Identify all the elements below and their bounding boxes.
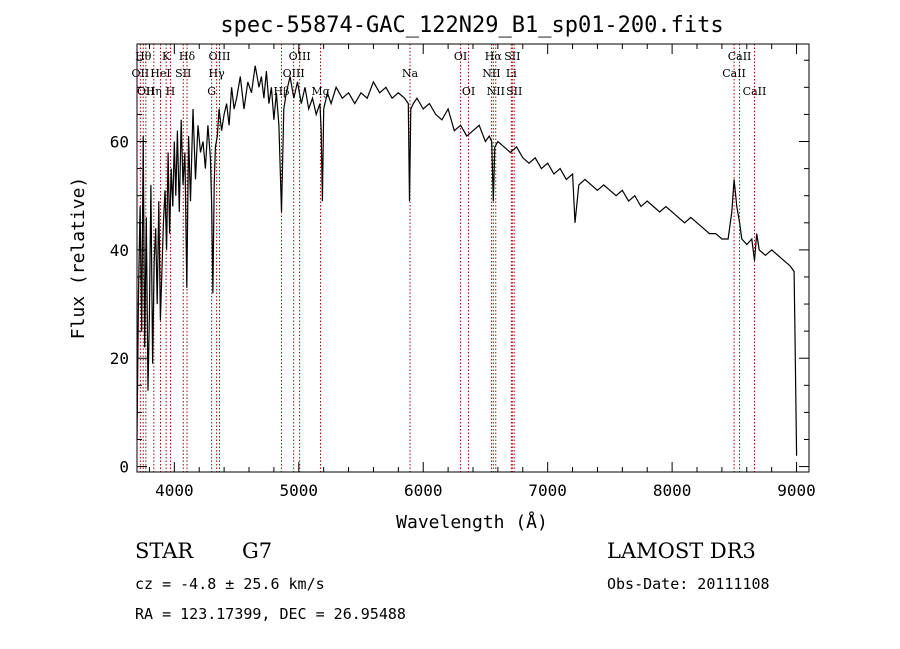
line-label-5: OI [454,50,467,63]
flux-series-line [136,65,798,456]
x-tick-label-5: 9000 [777,481,816,500]
line-label-19: Hη [146,85,162,98]
line-label-13: OIII [283,67,305,80]
line-label-21: G [207,85,216,98]
line-label-15: NII [482,67,500,80]
y-tick-label-0: 0 [119,458,129,477]
x-axis-ticks: 4000 5000 6000 7000 8000 9000 [148,44,816,500]
line-label-18: OII [137,85,155,98]
x-tick-label-1: 5000 [280,481,319,500]
line-label-23: Mg [311,85,329,98]
obs-date: Obs-Date: 20111108 [607,575,770,593]
line-label-17: CaII [722,67,746,80]
line-label-16: Li [506,67,517,80]
line-label-20: H [166,85,176,98]
line-label-11: SII [175,67,191,80]
line-label-12: Hγ [209,67,226,80]
chart-title: spec-55874-GAC_122N29_B1_sp01-200.fits [220,13,723,38]
line-label-3: OIII [208,50,230,63]
coordinates: RA = 123.17399, DEC = 26.95488 [135,605,406,623]
y-tick-label-1: 20 [110,349,129,368]
line-label-8: CaII [728,50,752,63]
line-label-0: Hθ [135,50,152,63]
x-tick-label-2: 6000 [404,481,443,500]
line-label-6: Hα [485,50,503,63]
y-tick-label-3: 60 [110,133,129,152]
line-label-25: NII [487,85,505,98]
line-label-26: SII [506,85,522,98]
object-subclass: G7 [242,539,273,563]
line-label-1: K [162,50,171,63]
emission-line-markers [139,44,755,472]
survey-name: LAMOST DR3 [607,539,756,563]
line-label-10: HeI [150,67,170,80]
x-tick-label-4: 8000 [653,481,692,500]
y-axis-label: Flux (relative) [68,177,89,340]
redshift-readout: cz = -4.8 ± 25.6 km/s [135,575,325,593]
x-axis-label: Wavelength (Å) [396,511,548,533]
object-class: STAR [135,539,194,563]
line-label-9: OII [132,67,150,80]
line-label-27: CaII [743,85,767,98]
x-tick-label-0: 4000 [155,481,194,500]
line-label-24: OI [462,85,475,98]
y-axis-ticks: 0 20 40 60 [110,59,809,477]
line-label-4: OIII [289,50,311,63]
line-label-14: Na [402,67,419,80]
x-tick-label-3: 7000 [528,481,567,500]
plot-frame [136,43,810,473]
line-label-2: Hδ [179,50,196,63]
y-tick-label-2: 40 [110,241,129,260]
line-label-7: SII [504,50,520,63]
